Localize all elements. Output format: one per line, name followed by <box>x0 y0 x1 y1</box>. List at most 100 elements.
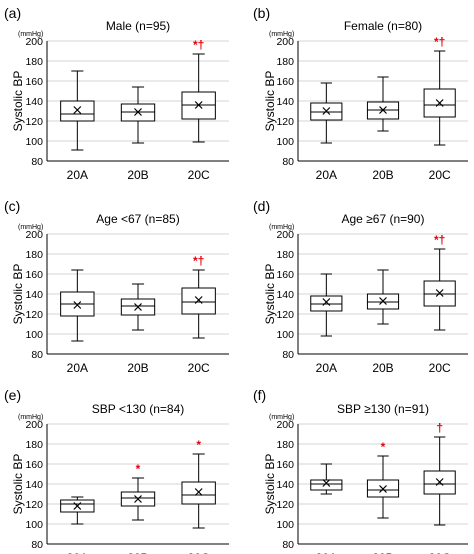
unit-label: (mmHg) <box>18 224 43 231</box>
box-plot-20B: 20B <box>120 283 156 375</box>
box-plot-20C: *† 20C <box>423 233 456 375</box>
mean-marker-b <box>379 485 387 493</box>
mean-marker-b <box>134 303 142 311</box>
y-tick-label: 160 <box>25 269 43 281</box>
chart-panel-3: (c) Age <67 (n=85) (mmHg) Systolic BP 80 100 1… <box>4 198 229 375</box>
y-tick-label: 200 <box>25 36 43 48</box>
x-category-label: 20C <box>429 361 451 375</box>
box-plot-20A: 20A <box>310 463 343 554</box>
mean-marker-b <box>134 495 142 503</box>
box-plot-20B: 20B <box>366 76 400 182</box>
box-plot-20A: 20A <box>60 269 95 375</box>
box-plot-20B: * 20B <box>366 440 400 554</box>
mean-marker-b <box>379 106 387 114</box>
chart-panel-2: (b) Female (n=80) (mmHg) Systolic BP 80 100 12… <box>253 5 468 182</box>
mean-marker-b <box>435 289 444 297</box>
chart-title: Age ≥67 (n=90) <box>342 212 425 226</box>
y-tick-label: 120 <box>25 309 43 321</box>
y-tick-label: 160 <box>276 459 294 471</box>
significance-mark: † <box>436 421 443 435</box>
y-axis-label: Systolic BP <box>11 264 25 325</box>
box-plot-20B: 20B <box>120 86 156 182</box>
iqr-box <box>181 287 216 315</box>
panel-letter: (f) <box>253 387 266 403</box>
x-category-label: 20A <box>316 168 337 182</box>
y-tick-label: 100 <box>25 519 43 531</box>
y-tick-label: 200 <box>276 229 294 241</box>
chart-panel-5: (e) SBP <130 (n=84) (mmHg) Systolic BP 80 100… <box>4 387 229 554</box>
box-plot-20C: † 20C <box>423 421 456 554</box>
box-plot-20A: 20A <box>310 273 343 375</box>
y-tick-label: 140 <box>25 96 43 108</box>
y-tick-label: 80 <box>31 156 43 168</box>
y-axis-label: Systolic BP <box>263 264 277 325</box>
box-plot-20C: *† 20C <box>423 35 456 182</box>
unit-label: (mmHg) <box>269 31 294 38</box>
box-plot-20A: 20A <box>310 82 343 182</box>
y-tick-label: 80 <box>282 539 294 551</box>
significance-mark: *† <box>434 35 445 49</box>
mean-marker-b <box>73 106 82 114</box>
y-tick-label: 180 <box>276 56 294 68</box>
y-tick-label: 180 <box>25 56 43 68</box>
y-tick-label: 120 <box>276 116 294 128</box>
significance-mark: * <box>196 438 201 452</box>
y-tick-label: 140 <box>276 96 294 108</box>
y-tick-label: 140 <box>25 289 43 301</box>
mean-marker-b <box>194 101 203 109</box>
mean-marker-b <box>379 297 387 305</box>
mean-marker-b <box>134 108 142 116</box>
box-plot-20C: *† 20C <box>181 38 216 182</box>
chart-title: Female (n=80) <box>344 19 422 33</box>
chart-panel-4: (d) Age ≥67 (n=90) (mmHg) Systolic BP 80 100 1… <box>253 198 468 375</box>
significance-mark: *† <box>193 254 204 268</box>
y-tick-label: 80 <box>282 156 294 168</box>
y-tick-label: 80 <box>282 349 294 361</box>
x-category-label: 20B <box>127 361 148 375</box>
y-tick-label: 100 <box>276 329 294 341</box>
box-plot-20C: *† 20C <box>181 254 216 375</box>
panel-letter: (e) <box>4 387 21 403</box>
x-category-label: 20C <box>429 168 451 182</box>
y-tick-label: 140 <box>276 479 294 491</box>
y-tick-label: 120 <box>25 499 43 511</box>
y-tick-label: 100 <box>276 519 294 531</box>
mean-marker-b <box>435 478 444 486</box>
significance-mark: * <box>381 440 386 454</box>
x-category-label: 20C <box>188 168 210 182</box>
unit-label: (mmHg) <box>18 31 43 38</box>
y-tick-label: 120 <box>276 309 294 321</box>
y-tick-label: 160 <box>25 459 43 471</box>
chart-panel-6: (f) SBP ≥130 (n=91) (mmHg) Systolic BP 80 100… <box>253 387 468 554</box>
mean-marker-b <box>322 479 331 487</box>
y-tick-label: 180 <box>276 249 294 261</box>
x-category-label: 20C <box>188 361 210 375</box>
significance-mark: *† <box>434 233 445 247</box>
y-tick-label: 200 <box>25 419 43 431</box>
y-tick-label: 180 <box>25 439 43 451</box>
x-category-label: 20B <box>127 168 148 182</box>
chart-panel-1: (a) Male (n=95) (mmHg) Systolic BP 80 100 120 1… <box>4 5 229 182</box>
x-category-label: 20C <box>188 551 210 554</box>
y-tick-label: 160 <box>276 76 294 88</box>
y-tick-label: 120 <box>25 116 43 128</box>
box-plot-20A: 20A <box>60 496 95 554</box>
iqr-box <box>60 100 95 122</box>
box-plot-20C: * 20C <box>181 438 216 554</box>
mean-marker-b <box>435 99 444 107</box>
mean-marker-b <box>73 502 82 510</box>
y-tick-label: 200 <box>25 229 43 241</box>
x-category-label: 20C <box>429 551 451 554</box>
y-tick-label: 100 <box>25 136 43 148</box>
y-axis-label: Systolic BP <box>11 71 25 132</box>
chart-title: SBP <130 (n=84) <box>92 402 185 416</box>
y-tick-label: 80 <box>31 539 43 551</box>
x-category-label: 20A <box>67 168 88 182</box>
x-category-label: 20A <box>67 551 88 554</box>
y-tick-label: 100 <box>276 136 294 148</box>
chart-title: SBP ≥130 (n=91) <box>337 402 429 416</box>
unit-label: (mmHg) <box>269 224 294 231</box>
panel-letter: (c) <box>4 198 20 214</box>
chart-title: Age <67 (n=85) <box>96 212 179 226</box>
chart-title: Male (n=95) <box>106 19 170 33</box>
